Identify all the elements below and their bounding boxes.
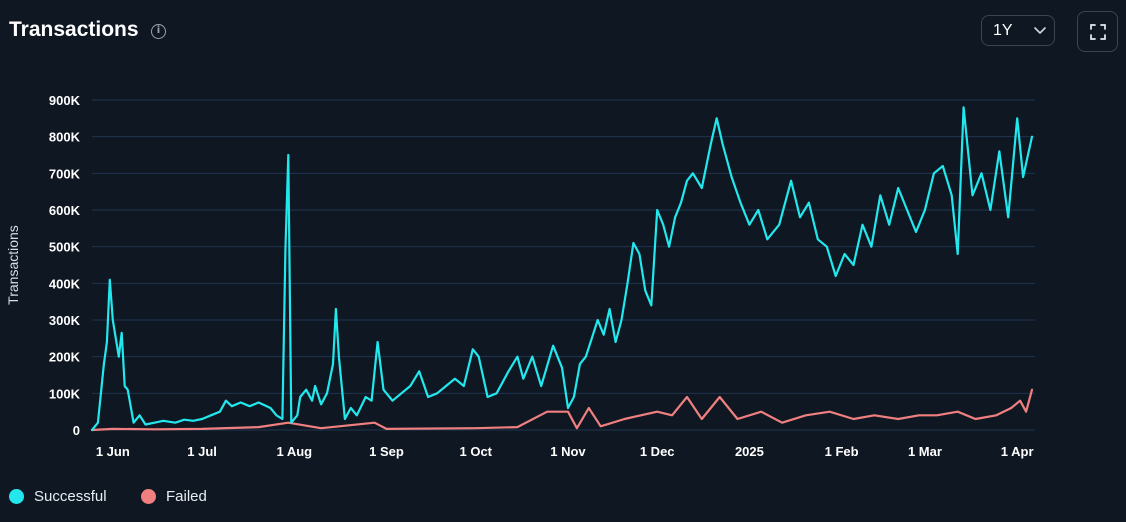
y-tick-label: 900K bbox=[49, 93, 81, 108]
y-tick-label: 500K bbox=[49, 240, 81, 255]
x-tick-label: 1 Feb bbox=[825, 444, 859, 459]
info-circle-icon[interactable]: i bbox=[151, 24, 166, 39]
legend-item-successful[interactable]: Successful bbox=[9, 488, 107, 505]
x-tick-label: 1 Nov bbox=[550, 444, 586, 459]
chart-title: Transactions bbox=[9, 18, 139, 41]
chart-header: Transactions i 1Y bbox=[0, 0, 1126, 64]
y-tick-label: 100K bbox=[49, 386, 81, 401]
series-line-successful bbox=[90, 106, 1034, 432]
legend-label-successful: Successful bbox=[34, 488, 107, 505]
fullscreen-button[interactable] bbox=[1077, 11, 1118, 52]
y-tick-label: 400K bbox=[49, 276, 81, 291]
series-line-failed bbox=[90, 388, 1034, 432]
transactions-chart: 0 100K 200K 300K 400K 500K 600K 700K 800K 900K 1 J… bbox=[5, 93, 1035, 459]
time-range-value: 1Y bbox=[993, 22, 1013, 39]
y-tick-label: 600K bbox=[49, 203, 81, 218]
x-tick-label: 1 Apr bbox=[1001, 444, 1034, 459]
x-tick-label: 1 Mar bbox=[908, 444, 942, 459]
y-tick-label: 0 bbox=[73, 423, 80, 438]
x-tick-label: 1 Dec bbox=[640, 444, 675, 459]
x-tick-label: 1 Jul bbox=[187, 444, 217, 459]
expand-corners-icon bbox=[1090, 24, 1106, 40]
x-tick-label: 1 Sep bbox=[369, 444, 404, 459]
x-tick-label: 1 Oct bbox=[459, 444, 492, 459]
legend-swatch-successful bbox=[9, 489, 24, 504]
y-tick-label: 800K bbox=[49, 130, 81, 145]
y-axis-label: Transactions bbox=[5, 225, 21, 305]
chevron-down-icon bbox=[1034, 27, 1046, 34]
x-tick-label: 1 Aug bbox=[276, 444, 312, 459]
x-tick-label: 1 Jun bbox=[96, 444, 130, 459]
y-tick-label: 300K bbox=[49, 313, 81, 328]
legend-swatch-failed bbox=[141, 489, 156, 504]
legend-item-failed[interactable]: Failed bbox=[141, 488, 207, 505]
time-range-dropdown[interactable]: 1Y bbox=[981, 15, 1055, 46]
y-tick-label: 200K bbox=[49, 350, 81, 365]
x-tick-label: 2025 bbox=[735, 444, 764, 459]
y-tick-label: 700K bbox=[49, 166, 81, 181]
legend-label-failed: Failed bbox=[166, 488, 207, 505]
